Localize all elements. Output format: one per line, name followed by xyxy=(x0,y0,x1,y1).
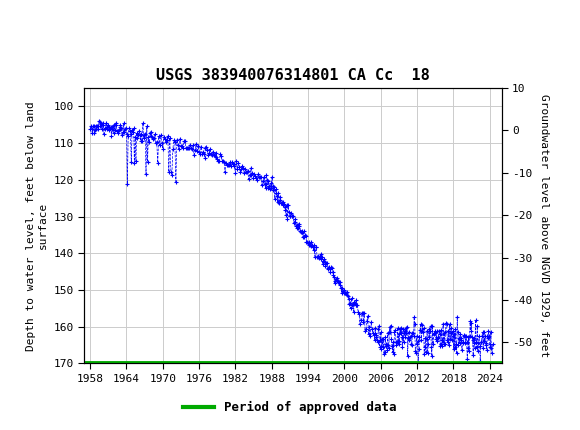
Legend: Period of approved data: Period of approved data xyxy=(178,396,402,419)
FancyBboxPatch shape xyxy=(3,3,67,34)
Text: ≡USGS: ≡USGS xyxy=(16,12,53,25)
Y-axis label: Depth to water level, feet below land
surface: Depth to water level, feet below land su… xyxy=(26,101,48,350)
Title: USGS 383940076314801 CA Cc  18: USGS 383940076314801 CA Cc 18 xyxy=(156,68,430,83)
Text: USGS: USGS xyxy=(44,11,86,25)
Bar xyxy=(3,3,35,34)
Y-axis label: Groundwater level above NGVD 1929, feet: Groundwater level above NGVD 1929, feet xyxy=(539,94,549,357)
